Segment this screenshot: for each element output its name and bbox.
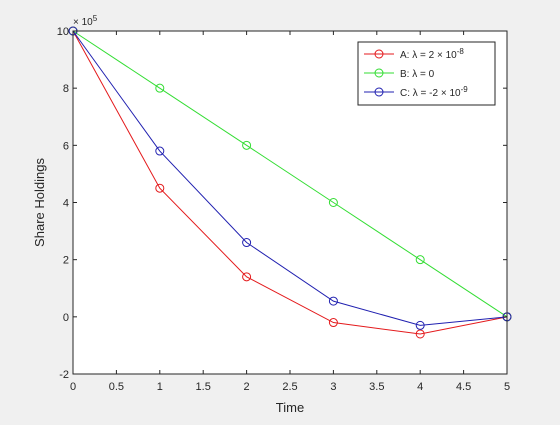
data-point bbox=[155, 146, 165, 156]
data-point bbox=[328, 198, 338, 207]
x-tick-label: 2 bbox=[244, 381, 250, 393]
x-tick-label: 4 bbox=[417, 381, 423, 393]
y-tick-label: 6 bbox=[63, 140, 69, 152]
x-tick-label: 4.5 bbox=[456, 381, 471, 393]
data-point bbox=[328, 318, 338, 328]
y-axis-exponent: × 105 bbox=[73, 14, 98, 28]
legend-label-exponent: -9 bbox=[461, 85, 469, 94]
y-tick-label: -2 bbox=[59, 369, 69, 381]
data-point bbox=[328, 296, 338, 306]
series-line bbox=[72, 30, 508, 318]
x-tick-label: 3 bbox=[330, 381, 336, 393]
data-point bbox=[242, 238, 252, 248]
y-tick-label: 10 bbox=[57, 26, 69, 38]
data-point bbox=[242, 140, 252, 150]
x-tick-label: 3.5 bbox=[369, 381, 384, 393]
legend-label-main: A: λ = 2 × 10 bbox=[400, 50, 457, 61]
x-tick-label: 0.5 bbox=[109, 381, 124, 393]
legend-label-main: C: λ = -2 × 10 bbox=[400, 88, 461, 99]
y-axis-title: Share Holdings bbox=[32, 158, 47, 247]
legend-marker bbox=[374, 49, 384, 59]
series-line bbox=[72, 30, 508, 335]
series-layer bbox=[68, 26, 512, 339]
x-tick-label: 1.5 bbox=[196, 381, 211, 393]
data-point bbox=[242, 272, 252, 282]
legend-marker bbox=[374, 87, 384, 97]
x-tick-label: 5 bbox=[504, 381, 510, 393]
legend-label-exponent: -8 bbox=[457, 47, 465, 56]
data-point bbox=[155, 183, 165, 193]
y-tick-label: 4 bbox=[63, 198, 69, 210]
x-axis-title: Time bbox=[276, 400, 304, 415]
y-axis-exponent-base: × 10 bbox=[73, 17, 93, 28]
x-tick-label: 0 bbox=[70, 381, 76, 393]
legend-item-1: B: λ = 0 bbox=[364, 68, 435, 80]
data-point bbox=[155, 83, 165, 93]
y-axis-exponent-power: 5 bbox=[93, 14, 98, 23]
y-tick-label: 8 bbox=[63, 83, 69, 95]
series-line bbox=[72, 30, 508, 326]
legend-item-0: A: λ = 2 × 10-8 bbox=[364, 47, 464, 61]
legend-item-2: C: λ = -2 × 10-9 bbox=[364, 85, 468, 99]
legend-label: A: λ = 2 × 10-8 bbox=[400, 47, 464, 61]
x-tick-label: 2.5 bbox=[282, 381, 297, 393]
legend: A: λ = 2 × 10-8 B: λ = 0 C: λ = -2 × 10-9 bbox=[357, 41, 496, 106]
y-tick-label: 2 bbox=[63, 255, 69, 267]
data-point bbox=[415, 320, 425, 330]
legend-marker bbox=[374, 68, 384, 78]
legend-label-main: B: λ = 0 bbox=[400, 69, 435, 80]
legend-label: B: λ = 0 bbox=[400, 69, 435, 80]
data-point bbox=[415, 255, 425, 265]
legend-label: C: λ = -2 × 10-9 bbox=[400, 85, 468, 99]
x-tick-label: 1 bbox=[157, 381, 163, 393]
data-point bbox=[415, 329, 425, 339]
y-tick-label: 0 bbox=[63, 312, 69, 324]
